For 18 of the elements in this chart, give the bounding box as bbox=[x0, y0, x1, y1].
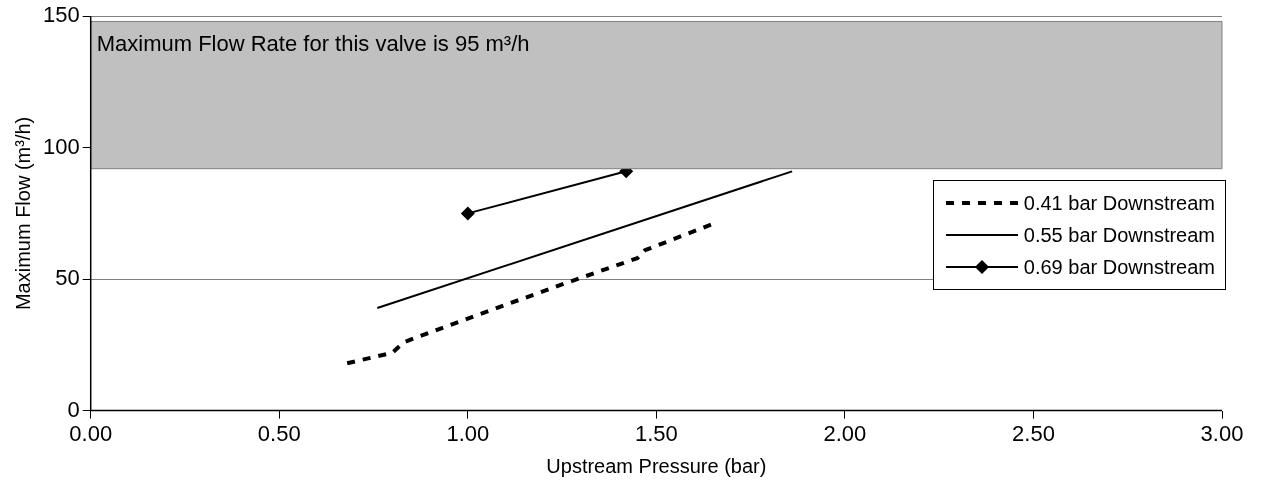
x-axis-title: Upstream Pressure (bar) bbox=[546, 454, 767, 477]
x-tick-label: 2.50 bbox=[1012, 420, 1055, 446]
y-axis-title: Maximum Flow (m³/h) bbox=[11, 116, 34, 311]
band-label: Maximum Flow Rate for this valve is 95 m³/h bbox=[96, 30, 530, 56]
y-tick-label: 100 bbox=[42, 133, 80, 159]
y-tick-label: 0 bbox=[67, 396, 80, 422]
y-tick-label: 50 bbox=[55, 265, 80, 291]
legend-label: 0.69 bar Downstream bbox=[1023, 255, 1215, 279]
x-tick-label: 1.00 bbox=[446, 420, 490, 446]
x-tick-label: 1.50 bbox=[634, 420, 678, 446]
x-tick-label: 0.50 bbox=[257, 420, 301, 446]
x-tick-label: 2.00 bbox=[823, 420, 867, 446]
legend-label: 0.41 bar Downstream bbox=[1023, 191, 1215, 215]
legend-label: 0.55 bar Downstream bbox=[1023, 223, 1215, 247]
x-tick-label: 3.00 bbox=[1200, 420, 1244, 446]
y-tick-label: 150 bbox=[42, 2, 80, 28]
line-series bbox=[345, 221, 715, 366]
x-tick-label: 0.00 bbox=[69, 420, 113, 446]
